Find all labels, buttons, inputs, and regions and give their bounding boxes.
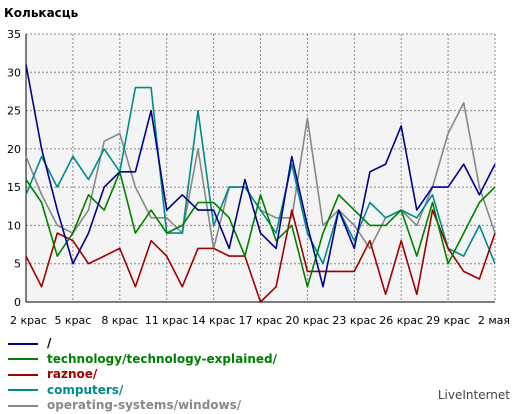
legend-item[interactable]: computers/ <box>8 383 277 399</box>
chart-title: Колькасць <box>4 6 79 20</box>
series-line <box>25 64 496 288</box>
x-tick-label: 17 крас <box>239 314 283 327</box>
legend-swatch <box>8 358 38 361</box>
legend-swatch <box>8 342 38 345</box>
y-tick-label: 35 <box>7 28 21 41</box>
legend-item[interactable]: operating-systems/windows/ <box>8 398 277 414</box>
x-tick-label: 2 мая <box>478 314 510 327</box>
legend-label: / <box>47 336 52 350</box>
x-tick-label: 29 крас <box>426 314 470 327</box>
legend-swatch <box>8 373 38 376</box>
legend-label: computers/ <box>47 382 124 397</box>
legend-item[interactable]: raznoe/ <box>8 367 277 383</box>
legend-item[interactable]: / <box>8 336 277 352</box>
series-line <box>25 171 496 288</box>
x-tick-label: 11 крас <box>145 314 189 327</box>
y-tick-label: 0 <box>14 296 21 309</box>
x-tick-label: 8 крас <box>101 314 138 327</box>
y-tick-label: 10 <box>7 219 21 232</box>
legend-item[interactable]: technology/technology-explained/ <box>8 352 277 368</box>
series-line <box>25 86 496 265</box>
legend-label: operating-systems/windows/ <box>47 398 242 412</box>
brand-link[interactable]: LiveInternet <box>437 388 510 402</box>
legend-swatch <box>8 389 38 392</box>
x-tick-label: 23 крас <box>332 314 376 327</box>
legend-label: raznoe/ <box>47 367 98 381</box>
x-tick-label: 20 крас <box>285 314 329 327</box>
legend-swatch <box>8 404 38 407</box>
line-chart: Колькасць 0 5 10 15 20 25 30 35 2 крас 5 крас 8 кра… <box>4 6 510 327</box>
legend-label: technology/technology-explained/ <box>47 351 277 366</box>
y-tick-label: 25 <box>7 105 21 118</box>
y-tick-label: 20 <box>7 143 21 156</box>
x-tick-label: 26 крас <box>379 314 423 327</box>
x-tick-label: 2 крас <box>10 314 47 327</box>
y-tick-label: 15 <box>7 181 21 194</box>
y-tick-label: 5 <box>14 258 21 271</box>
y-tick-label: 30 <box>7 66 21 79</box>
x-tick-label: 14 крас <box>192 314 236 327</box>
legend: / technology/technology-explained/ razno… <box>8 336 277 414</box>
series-line <box>25 209 496 303</box>
x-tick-label: 5 крас <box>54 314 91 327</box>
